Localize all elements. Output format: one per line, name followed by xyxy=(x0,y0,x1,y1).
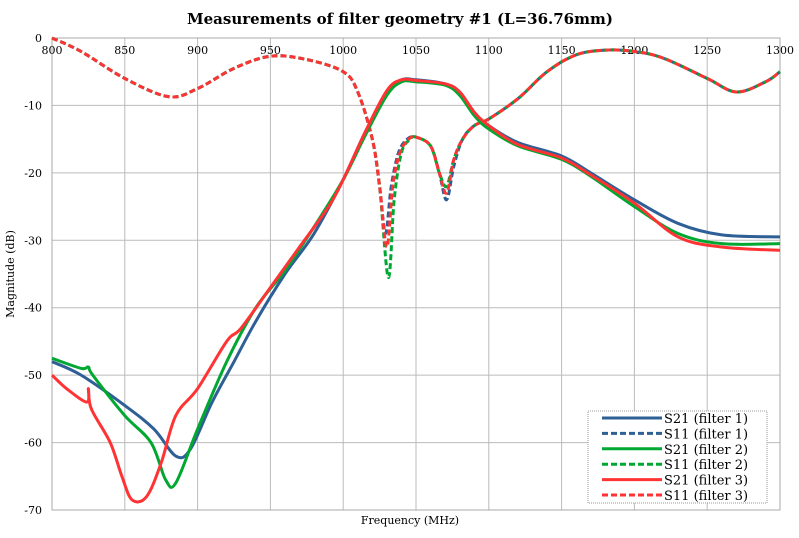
series-line xyxy=(50,77,781,504)
series-lines xyxy=(50,36,781,504)
y-tick-label: -70 xyxy=(24,504,42,517)
x-tick-label: 850 xyxy=(114,44,135,57)
y-tick-label: -60 xyxy=(24,437,42,450)
legend-label: S21 (filter 1) xyxy=(664,412,748,427)
x-tick-label: 1050 xyxy=(402,44,430,57)
y-tick-label: -10 xyxy=(24,99,42,112)
chart-title: Measurements of filter geometry #1 (L=36… xyxy=(187,10,613,28)
legend-label: S11 (filter 1) xyxy=(664,427,748,442)
legend-box xyxy=(587,410,768,504)
x-tick-label: 1150 xyxy=(548,44,576,57)
x-axis-label: Frequency (MHz) xyxy=(361,514,459,527)
x-tick-label: 900 xyxy=(187,44,208,57)
y-tick-label: -20 xyxy=(24,167,42,180)
x-tick-label: 1300 xyxy=(766,44,794,57)
tick-labels: 800 850 900 950 1000 1050 1100 1150 1200 1250 1300… xyxy=(24,32,794,517)
x-tick-label: 1100 xyxy=(475,44,503,57)
x-tick-label: 800 xyxy=(42,44,63,57)
plot-border xyxy=(51,37,781,511)
legend-label: S21 (filter 2) xyxy=(664,443,748,458)
x-tick-label: 1250 xyxy=(693,44,721,57)
y-tick-label: -30 xyxy=(24,234,42,247)
y-tick-label: -50 xyxy=(24,369,42,382)
y-axis-label: Magnitude (dB) xyxy=(4,230,17,318)
y-tick-label: 0 xyxy=(35,32,42,45)
legend-label: S11 (filter 3) xyxy=(664,489,748,504)
legend: S21 (filter 1)S11 (filter 1)S21 (filter … xyxy=(587,410,768,504)
legend-label: S21 (filter 3) xyxy=(664,474,748,489)
y-tick-label: -40 xyxy=(24,302,42,315)
legend-label: S11 (filter 2) xyxy=(664,458,748,473)
x-tick-label: 1000 xyxy=(329,44,357,57)
grid xyxy=(51,37,781,511)
x-tick-label: 950 xyxy=(260,44,281,57)
series-line xyxy=(51,36,781,249)
